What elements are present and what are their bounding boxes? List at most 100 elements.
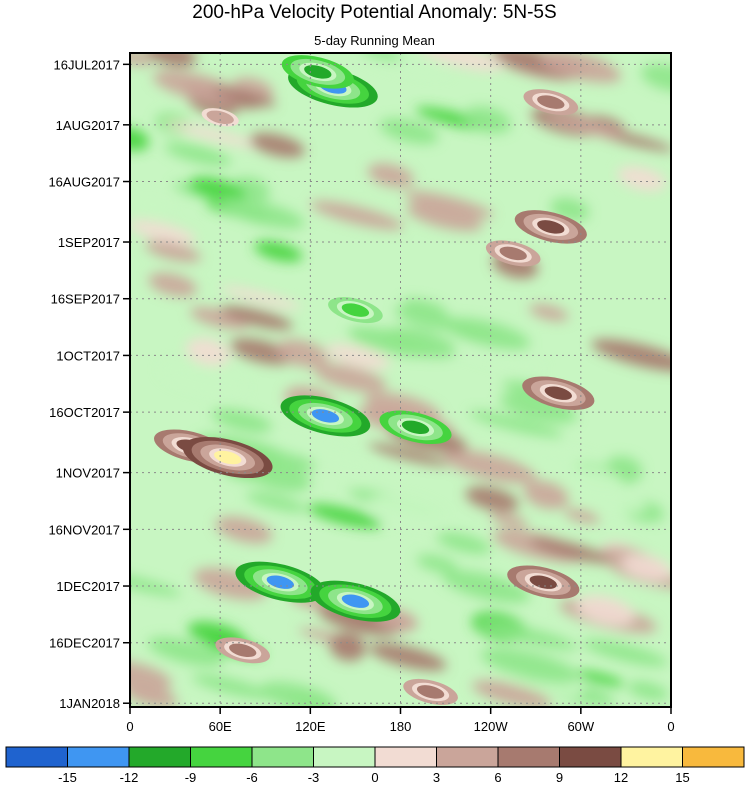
colorbar-label: 0 [371,770,378,785]
y-tick-label: 1DEC2017 [56,579,120,594]
anomaly-patch [418,53,504,72]
anomaly-patch [443,450,537,484]
anomaly-patch [368,642,447,671]
anomaly-patch [310,201,404,230]
anomaly-patch [469,410,563,438]
anomaly-center [341,594,370,608]
colorbar-label: 3 [433,770,440,785]
x-tick-label: 120W [474,719,509,734]
colorbar-segment [682,746,745,768]
anomaly-patch [406,203,483,232]
x-tick-label: 60W [567,719,594,734]
anomaly-patch [160,361,247,396]
colorbar-label: 15 [675,770,689,785]
anomaly-patch [368,443,449,466]
anomaly-patch [617,166,666,191]
anomaly-patch [212,86,277,107]
anomaly-patch [348,326,433,358]
colorbar-label: -3 [308,770,320,785]
x-tick-label: 0 [126,719,133,734]
anomaly-center [214,450,242,465]
colorbar-segment [190,746,253,768]
x-tick-label: 0 [667,719,674,734]
anomaly-patch [368,494,445,528]
colorbar-label: 6 [494,770,501,785]
colorbar-segment [436,746,499,768]
anomaly-patch [220,286,302,310]
anomaly-patch [472,680,553,707]
anomaly-patch [276,339,328,368]
y-tick-label: 16JUL2017 [54,57,121,72]
anomaly-patch [394,305,457,330]
anomaly-patch [164,121,263,149]
x-tick-label: 180 [390,719,412,734]
colorbar-segment [497,746,560,768]
anomaly-center [311,409,340,423]
y-tick-label: 1JAN2018 [59,696,120,711]
anomaly-center [499,246,527,261]
anomaly-patch [529,304,569,322]
anomaly-patch [478,621,578,651]
colorbar-label: 12 [614,770,628,785]
y-tick-label: 16NOV2017 [48,522,120,537]
x-tick-label: 120E [295,719,326,734]
anomaly-patch [404,190,494,218]
y-tick-label: 1AUG2017 [56,118,120,133]
colorbar-segment [374,746,437,768]
y-tick-label: 16OCT2017 [49,405,120,420]
anomaly-patch [230,338,294,365]
anomaly-patch [621,554,671,582]
anomaly-patch [569,466,625,494]
colorbar-segment [128,746,191,768]
anomaly-center [416,685,445,699]
chart-subtitle: 5-day Running Mean [314,33,435,48]
anomaly-patch [307,504,382,529]
anomaly-patch [147,637,225,667]
y-tick-label: 1NOV2017 [56,466,120,481]
anomaly-patch [576,670,625,687]
anomaly-center [537,95,565,109]
anomaly-patch [367,163,414,188]
anomaly-patch [523,480,570,510]
colorbar-segment [251,746,314,768]
y-tick-label: 16AUG2017 [48,175,120,190]
y-tick-label: 16SEP2017 [51,292,120,307]
anomaly-patch [545,114,625,138]
colorbar-segment [313,746,376,768]
anomaly-patch [554,479,647,514]
anomaly-patch [254,240,303,262]
colorbar-label: -12 [120,770,139,785]
anomaly-patch [215,516,273,544]
anomaly-patch [185,337,231,366]
anomaly-center [206,110,234,125]
colorbar-label: -6 [246,770,258,785]
colorbar-label: -15 [58,770,77,785]
anomaly-patch [221,305,293,330]
anomaly-patch [130,660,172,692]
anomaly-patch [148,272,198,297]
anomaly-patch [465,486,519,512]
anomaly-patch [455,346,545,372]
x-tick-label: 60E [209,719,232,734]
anomaly-patch [249,132,305,158]
anomaly-patch [325,343,391,370]
anomaly-patch [191,674,272,699]
anomaly-patch [582,639,668,667]
anomaly-patch [490,512,528,528]
anomaly-patch [564,508,600,524]
anomaly-patch [313,363,387,393]
anomaly-patch [130,684,178,707]
anomaly-center [304,65,332,79]
anomaly-patch [190,307,250,330]
anomaly-patch [576,595,635,626]
y-tick-label: 1OCT2017 [56,348,120,363]
colorbar-segment [620,746,683,768]
anomaly-patch [130,53,153,66]
anomaly-patch [188,176,246,203]
anomaly-patch [499,392,578,424]
anomaly-patch [416,554,458,573]
anomaly-patch [321,455,376,473]
anomaly-patch [480,647,580,684]
anomaly-center [341,303,370,317]
y-tick-label: 1SEP2017 [58,235,120,250]
